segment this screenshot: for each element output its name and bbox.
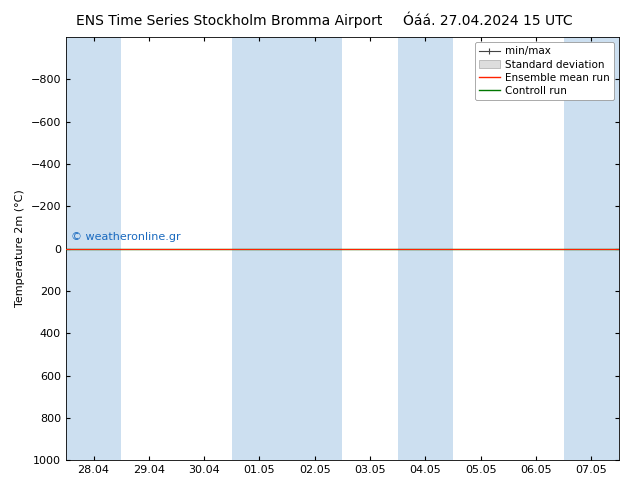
Bar <box>66 37 121 460</box>
Bar <box>564 37 619 460</box>
Bar <box>398 37 453 460</box>
Bar <box>287 37 342 460</box>
Bar <box>232 37 287 460</box>
Y-axis label: Temperature 2m (°C): Temperature 2m (°C) <box>15 190 25 307</box>
Text: ENS Time Series Stockholm Bromma Airport: ENS Time Series Stockholm Bromma Airport <box>76 14 382 28</box>
Text: Óáá. 27.04.2024 15 UTC: Óáá. 27.04.2024 15 UTC <box>403 14 573 28</box>
Legend: min/max, Standard deviation, Ensemble mean run, Controll run: min/max, Standard deviation, Ensemble me… <box>475 42 614 100</box>
Text: © weatheronline.gr: © weatheronline.gr <box>72 232 181 242</box>
